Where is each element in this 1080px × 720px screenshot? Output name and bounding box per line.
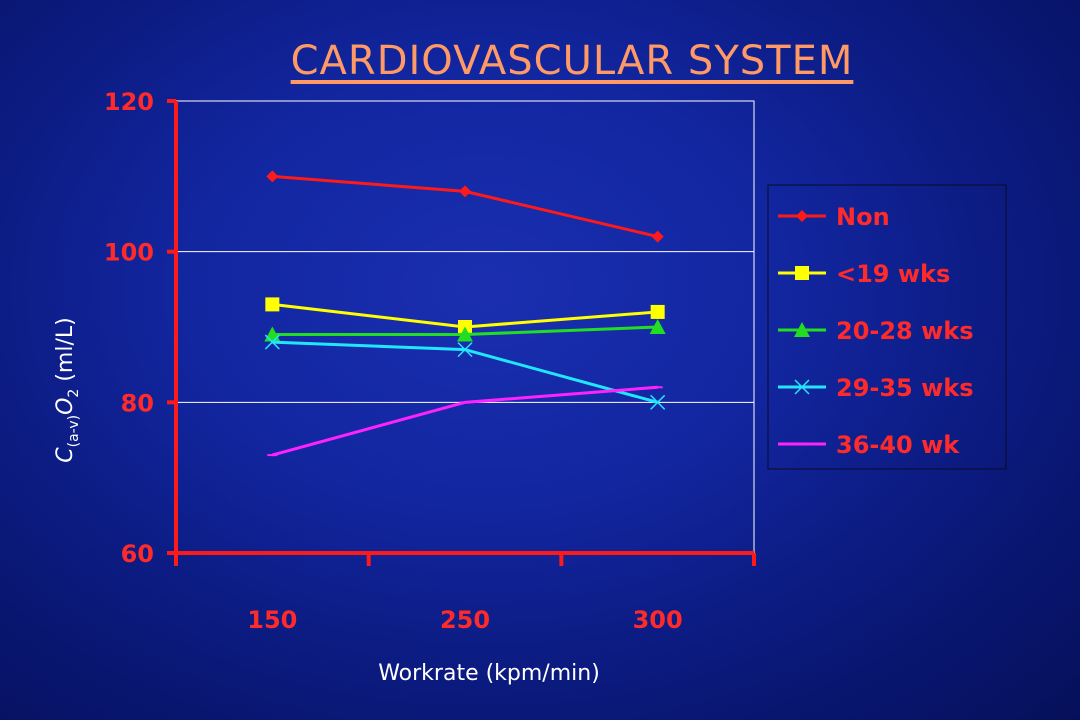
gridlines [176,100,754,403]
point-stroke [650,394,666,410]
series-line [272,174,659,239]
legend-item: <19 wks [778,260,950,288]
x-tick-label: 300 [633,606,683,634]
y-tick-label: 100 [104,239,154,267]
point [794,322,810,337]
point [265,297,280,312]
point [651,230,664,243]
x-tick-label: 150 [247,606,297,634]
legend-label: 29-35 wks [836,374,974,402]
x-tick-label: 250 [440,606,490,634]
y-tick-label: 80 [121,389,154,417]
legend-item: 36-40 wk [778,431,960,459]
point [649,319,666,334]
slide-title: CARDIOVASCULAR SYSTEM [290,38,854,84]
legend-label: Non [836,203,890,231]
y-tick-label: 120 [104,88,154,116]
y-title-sub1: (a-v) [66,415,82,447]
series-0 [266,170,664,243]
y-title-unit: (ml/L) [53,317,78,388]
legend-label: 20-28 wks [836,317,974,345]
y-title-o: O [53,398,78,415]
point [796,210,808,222]
legend-item: 20-28 wks [778,317,974,345]
x-axis-title: Workrate (kpm/min) [378,661,600,686]
point [794,379,810,395]
series-4 [267,385,663,457]
y-title-sub2: 2 [66,389,82,398]
legend-item: 29-35 wks [778,374,974,402]
point-stroke [457,342,473,358]
point [457,326,473,342]
point [650,304,665,319]
point [264,334,280,350]
point [650,394,666,410]
legend-box [767,184,1007,470]
y-axis-title: C(a-v)O2 (ml/L) [53,317,82,462]
point [459,185,471,198]
legend-label: <19 wks [836,260,950,288]
y-tick-label: 60 [121,540,154,568]
point [457,342,473,358]
point [266,170,279,183]
point-stroke [794,379,810,395]
series-group [264,170,666,457]
point [795,266,809,280]
point-stroke [264,334,280,350]
y-title-c: C [53,447,78,463]
series-line [271,385,658,457]
legend-item: Non [778,203,890,231]
series-3 [264,334,666,410]
legend-label: 36-40 wk [836,431,960,459]
legend: Non <19 wks 20-28 wks 29-35 wks 36-40 wk [767,184,1007,470]
y-tick-labels: 60 80 100 120 [104,88,154,568]
axes [167,99,756,566]
x-tick-labels: 150 250 300 [247,606,682,634]
series-line [272,340,659,404]
